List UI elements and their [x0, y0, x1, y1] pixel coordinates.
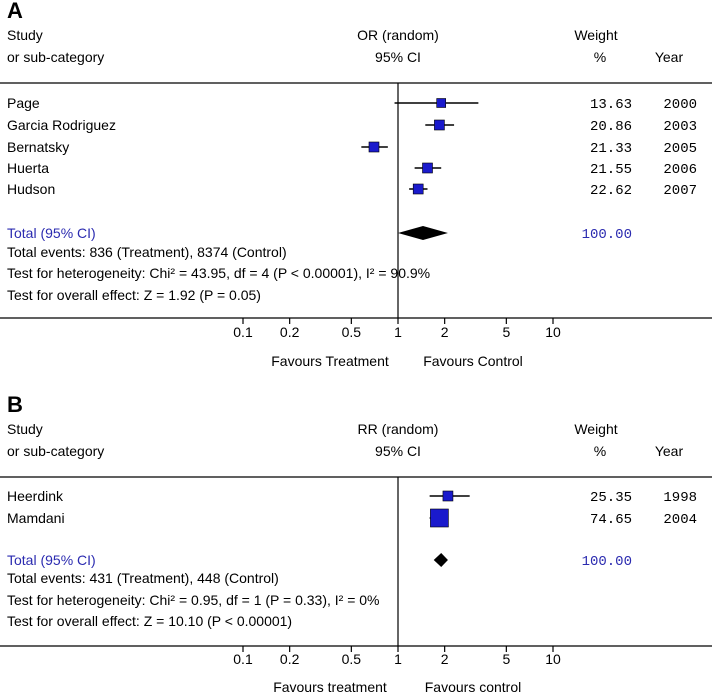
panel-b-study-name: Mamdani — [7, 510, 65, 526]
panel-a-header-subcategory: or sub-category — [7, 49, 104, 65]
panel-a-study-name: Page — [7, 95, 40, 111]
panel-a-header-measure: OR (random) — [357, 27, 439, 43]
panel-b-header-year: Year — [655, 443, 684, 459]
panel-a-total-diamond — [398, 226, 448, 240]
panel-a-study-name: Garcia Rodriguez — [7, 117, 116, 133]
panel-b-study-year: 2004 — [663, 512, 697, 528]
panel-a-total-label: Total (95% CI) — [7, 225, 96, 241]
panel-a-header-study: Study — [7, 27, 43, 43]
panel-b-total-diamond — [433, 553, 448, 567]
panel-b-axis-tick-label: 0.1 — [233, 651, 253, 667]
panel-a-axis-tick-label: 10 — [545, 324, 561, 340]
panel-a-study-point — [434, 119, 445, 131]
panel-b-study-weight: 74.65 — [590, 512, 632, 528]
panel-a-total-weight: 100.00 — [582, 227, 632, 243]
panel-b-favours-right: Favours control — [425, 679, 521, 695]
panel-a-study-name: Hudson — [7, 181, 55, 197]
panel-b-header-weight-unit: % — [594, 443, 606, 459]
panel-b-header-weight: Weight — [574, 421, 617, 437]
panel-a-axis-tick-label: 0.1 — [233, 324, 253, 340]
panel-b-study-year: 1998 — [663, 490, 697, 506]
panel-b-axis-tick-label: 0.2 — [280, 651, 300, 667]
panel-b-header-measure: RR (random) — [358, 421, 439, 437]
panel-b-study-point — [442, 490, 454, 502]
panel-a-favours-left: Favours Treatment — [271, 353, 389, 369]
panel-b-stats-line: Test for heterogeneity: Chi² = 0.95, df … — [7, 592, 380, 608]
panel-a-stats-line: Test for heterogeneity: Chi² = 43.95, df… — [7, 265, 430, 281]
panel-a-axis-tick-label: 5 — [502, 324, 510, 340]
panel-a-header-weight-unit: % — [594, 49, 606, 65]
panel-b-study-name: Heerdink — [7, 488, 64, 504]
panel-a-study-name: Huerta — [7, 160, 49, 176]
panel-a-label: A — [7, 0, 23, 23]
panel-b-label: B — [7, 392, 23, 417]
panel-b-axis-tick-label: 5 — [502, 651, 510, 667]
panel-a-study-point — [368, 141, 380, 153]
panel-b-axis-tick-label: 1 — [394, 651, 402, 667]
panel-b-axis-tick-label: 10 — [545, 651, 561, 667]
panel-a-study-year: 2005 — [663, 141, 697, 157]
panel-b-axis-tick-label: 0.5 — [342, 651, 362, 667]
panel-a-study-year: 2003 — [663, 119, 697, 135]
panel-b-header-ci: 95% CI — [375, 443, 421, 459]
panel-b-stats-line: Total events: 431 (Treatment), 448 (Cont… — [7, 570, 279, 586]
panel-a-axis-tick-label: 1 — [394, 324, 402, 340]
panel-b-study-weight: 25.35 — [590, 490, 632, 506]
panel-a-favours-right: Favours Control — [423, 353, 523, 369]
panel-b-header-subcategory: or sub-category — [7, 443, 104, 459]
panel-a-study-year: 2000 — [663, 97, 697, 113]
panel-a-axis-tick-label: 0.2 — [280, 324, 300, 340]
panel-a-stats-line: Total events: 836 (Treatment), 8374 (Con… — [7, 244, 287, 260]
panel-a-study-weight: 13.63 — [590, 97, 632, 113]
panel-a-study-name: Bernatsky — [7, 139, 69, 155]
panel-a-header-weight: Weight — [574, 27, 617, 43]
panel-a-study-weight: 20.86 — [590, 119, 632, 135]
panel-a-study-point — [422, 162, 433, 174]
panel-a-study-weight: 21.55 — [590, 162, 632, 178]
panel-a-study-point — [436, 98, 447, 108]
panel-a-axis-tick-label: 0.5 — [342, 324, 362, 340]
panel-a-study-weight: 21.33 — [590, 141, 632, 157]
panel-a-axis-tick-label: 2 — [441, 324, 449, 340]
panel-b-total-label: Total (95% CI) — [7, 552, 96, 568]
panel-b-stats-line: Test for overall effect: Z = 10.10 (P < … — [7, 613, 292, 629]
panel-a-study-weight: 22.62 — [590, 183, 632, 199]
panel-b-axis-tick-label: 2 — [441, 651, 449, 667]
panel-a-header-year: Year — [655, 49, 684, 65]
panel-a-study-point — [412, 183, 424, 195]
panel-a-header-ci: 95% CI — [375, 49, 421, 65]
panel-a-study-year: 2006 — [663, 162, 697, 178]
panel-b-favours-left: Favours treatment — [273, 679, 387, 695]
panel-b-study-point — [430, 508, 449, 528]
panel-b-header-study: Study — [7, 421, 43, 437]
panel-a-stats-line: Test for overall effect: Z = 1.92 (P = 0… — [7, 287, 261, 303]
panel-b-total-weight: 100.00 — [582, 554, 632, 570]
panel-a-study-year: 2007 — [663, 183, 697, 199]
